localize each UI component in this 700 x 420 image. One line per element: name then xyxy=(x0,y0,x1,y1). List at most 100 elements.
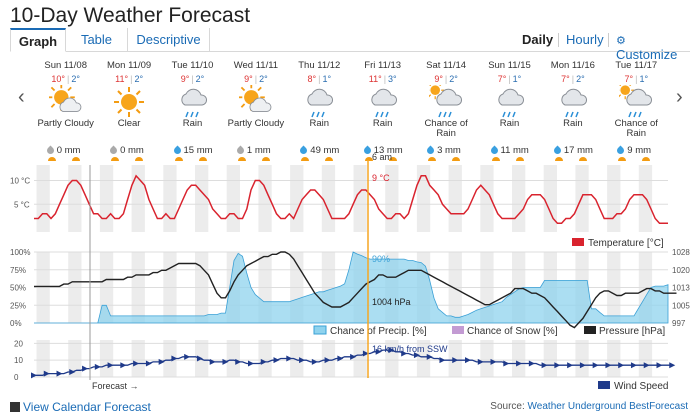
precip-amount: 17 mm xyxy=(552,145,593,156)
night-band xyxy=(512,165,526,232)
wind-direction-marker xyxy=(401,350,408,357)
condition-label: Rain xyxy=(499,118,520,129)
rain-icon xyxy=(479,85,541,119)
day-date: Wed 11/11 xyxy=(233,60,279,71)
wind-tick-label: 10 xyxy=(14,356,23,365)
wind-direction-marker xyxy=(248,360,255,367)
day-date: Tue 11/10 xyxy=(171,60,214,71)
hourly-link[interactable]: Hourly xyxy=(566,32,604,47)
wind-direction-marker xyxy=(439,357,446,364)
sunrise-sunset-marker xyxy=(642,157,651,161)
precip-tick-label: 75% xyxy=(10,266,26,275)
night-band xyxy=(607,165,621,232)
daily-link[interactable]: Daily xyxy=(522,32,554,47)
cursor-wind-label: 16 km/h from SSW xyxy=(372,344,448,354)
wind-direction-marker xyxy=(324,357,331,364)
day-temps: 11° | 2° xyxy=(98,74,160,84)
night-band xyxy=(353,252,367,323)
night-band xyxy=(416,252,431,323)
night-band xyxy=(543,165,557,232)
pressure-tick-label: 1028 xyxy=(672,248,690,257)
wind-direction-marker xyxy=(465,357,472,364)
wind-direction-marker xyxy=(452,357,459,364)
precip-amount: 49 mm xyxy=(298,145,339,156)
sunrise-sunset-marker xyxy=(618,157,627,161)
wind-direction-marker xyxy=(503,360,510,367)
sunrise-sunset-marker xyxy=(135,157,144,161)
day-column: Thu 11/12 8° | 1° Rain xyxy=(288,60,350,160)
sunrise-sunset-marker xyxy=(515,157,524,161)
wind-direction-marker xyxy=(362,350,369,357)
night-band xyxy=(385,165,399,232)
pressure-legend: Pressure [hPa] xyxy=(599,326,665,337)
tab-graph[interactable]: Graph xyxy=(10,28,66,52)
night-band xyxy=(99,340,114,377)
night-band xyxy=(290,340,304,377)
day-date: Tue 11/17 xyxy=(615,60,658,71)
condition-label: Partly Cloudy xyxy=(37,118,94,129)
wind-direction-marker xyxy=(158,358,165,365)
precip-amount: 11 mm xyxy=(489,145,529,156)
precip-value: 15 mm xyxy=(183,145,213,156)
next-arrow-icon[interactable]: › xyxy=(676,86,683,108)
night-band xyxy=(226,252,240,323)
sunrise-sunset-marker xyxy=(388,157,397,161)
source-prefix: Source: xyxy=(490,401,528,412)
night-band xyxy=(195,340,209,377)
low-temp: 2° xyxy=(134,74,144,84)
view-calendar-link[interactable]: View Calendar Forecast xyxy=(10,400,151,414)
day-column: Tue 11/17 7° | 1° Chance of Rain xyxy=(605,60,667,160)
night-band xyxy=(258,252,272,323)
wind-direction-marker xyxy=(260,358,267,365)
night-band xyxy=(131,165,145,232)
temp-divider: | xyxy=(383,74,387,84)
low-temp: 2° xyxy=(449,74,458,84)
raindrop-icon xyxy=(425,145,436,156)
wind-tick-label: 0 xyxy=(14,373,19,382)
wind-direction-marker xyxy=(618,362,625,369)
night-band xyxy=(99,165,114,232)
night-band xyxy=(416,165,431,232)
divider xyxy=(558,33,559,47)
night-band xyxy=(480,340,494,377)
wind-direction-marker xyxy=(69,368,76,375)
temp-divider: | xyxy=(444,74,448,84)
high-temp: 9° xyxy=(244,74,253,84)
raindrop-icon xyxy=(45,145,56,156)
wind-direction-marker xyxy=(426,353,433,360)
wind-direction-marker xyxy=(669,362,676,369)
high-temp: 7° xyxy=(561,74,570,84)
day-date: Thu 11/12 xyxy=(298,60,341,71)
night-band xyxy=(607,340,621,377)
wind-direction-marker xyxy=(388,347,395,354)
customize-link[interactable]: ⚙ Customize xyxy=(616,32,690,62)
customize-label: Customize xyxy=(616,47,678,62)
raindrop-icon xyxy=(172,145,182,156)
wind-direction-marker xyxy=(643,362,650,369)
source-link[interactable]: Weather Underground BestForecast xyxy=(527,401,688,412)
wind-direction-marker xyxy=(554,362,561,369)
wind-direction-marker xyxy=(490,358,497,365)
tab-descriptive[interactable]: Descriptive xyxy=(128,28,210,52)
sunrise-sunset-marker xyxy=(198,157,207,161)
temp-divider: | xyxy=(254,74,258,84)
precip-value: 0 mm xyxy=(120,145,144,156)
low-temp: 3° xyxy=(388,74,397,84)
precip-value: 1 mm xyxy=(246,145,271,156)
wind-direction-marker xyxy=(107,362,114,369)
raindrop-icon xyxy=(298,145,309,156)
night-band xyxy=(543,340,557,377)
low-temp: 1° xyxy=(512,74,522,84)
wind-direction-marker xyxy=(94,363,101,370)
day-date: Fri 11/13 xyxy=(364,60,402,71)
night-band xyxy=(321,165,336,232)
day-temps: 9° | 2° xyxy=(415,74,477,84)
view-tabs: Graph Table Descriptive Daily Hourly ⚙ C… xyxy=(10,28,690,62)
tab-table[interactable]: Table xyxy=(66,28,128,52)
cursor-precip-label: 90% xyxy=(372,254,390,264)
day-temps: 9° | 2° xyxy=(225,74,287,84)
day-column: Tue 11/10 9° | 2° Rain xyxy=(162,60,224,160)
night-band xyxy=(385,252,399,323)
night-band xyxy=(448,165,462,232)
previous-arrow-icon[interactable]: ‹ xyxy=(18,86,25,108)
